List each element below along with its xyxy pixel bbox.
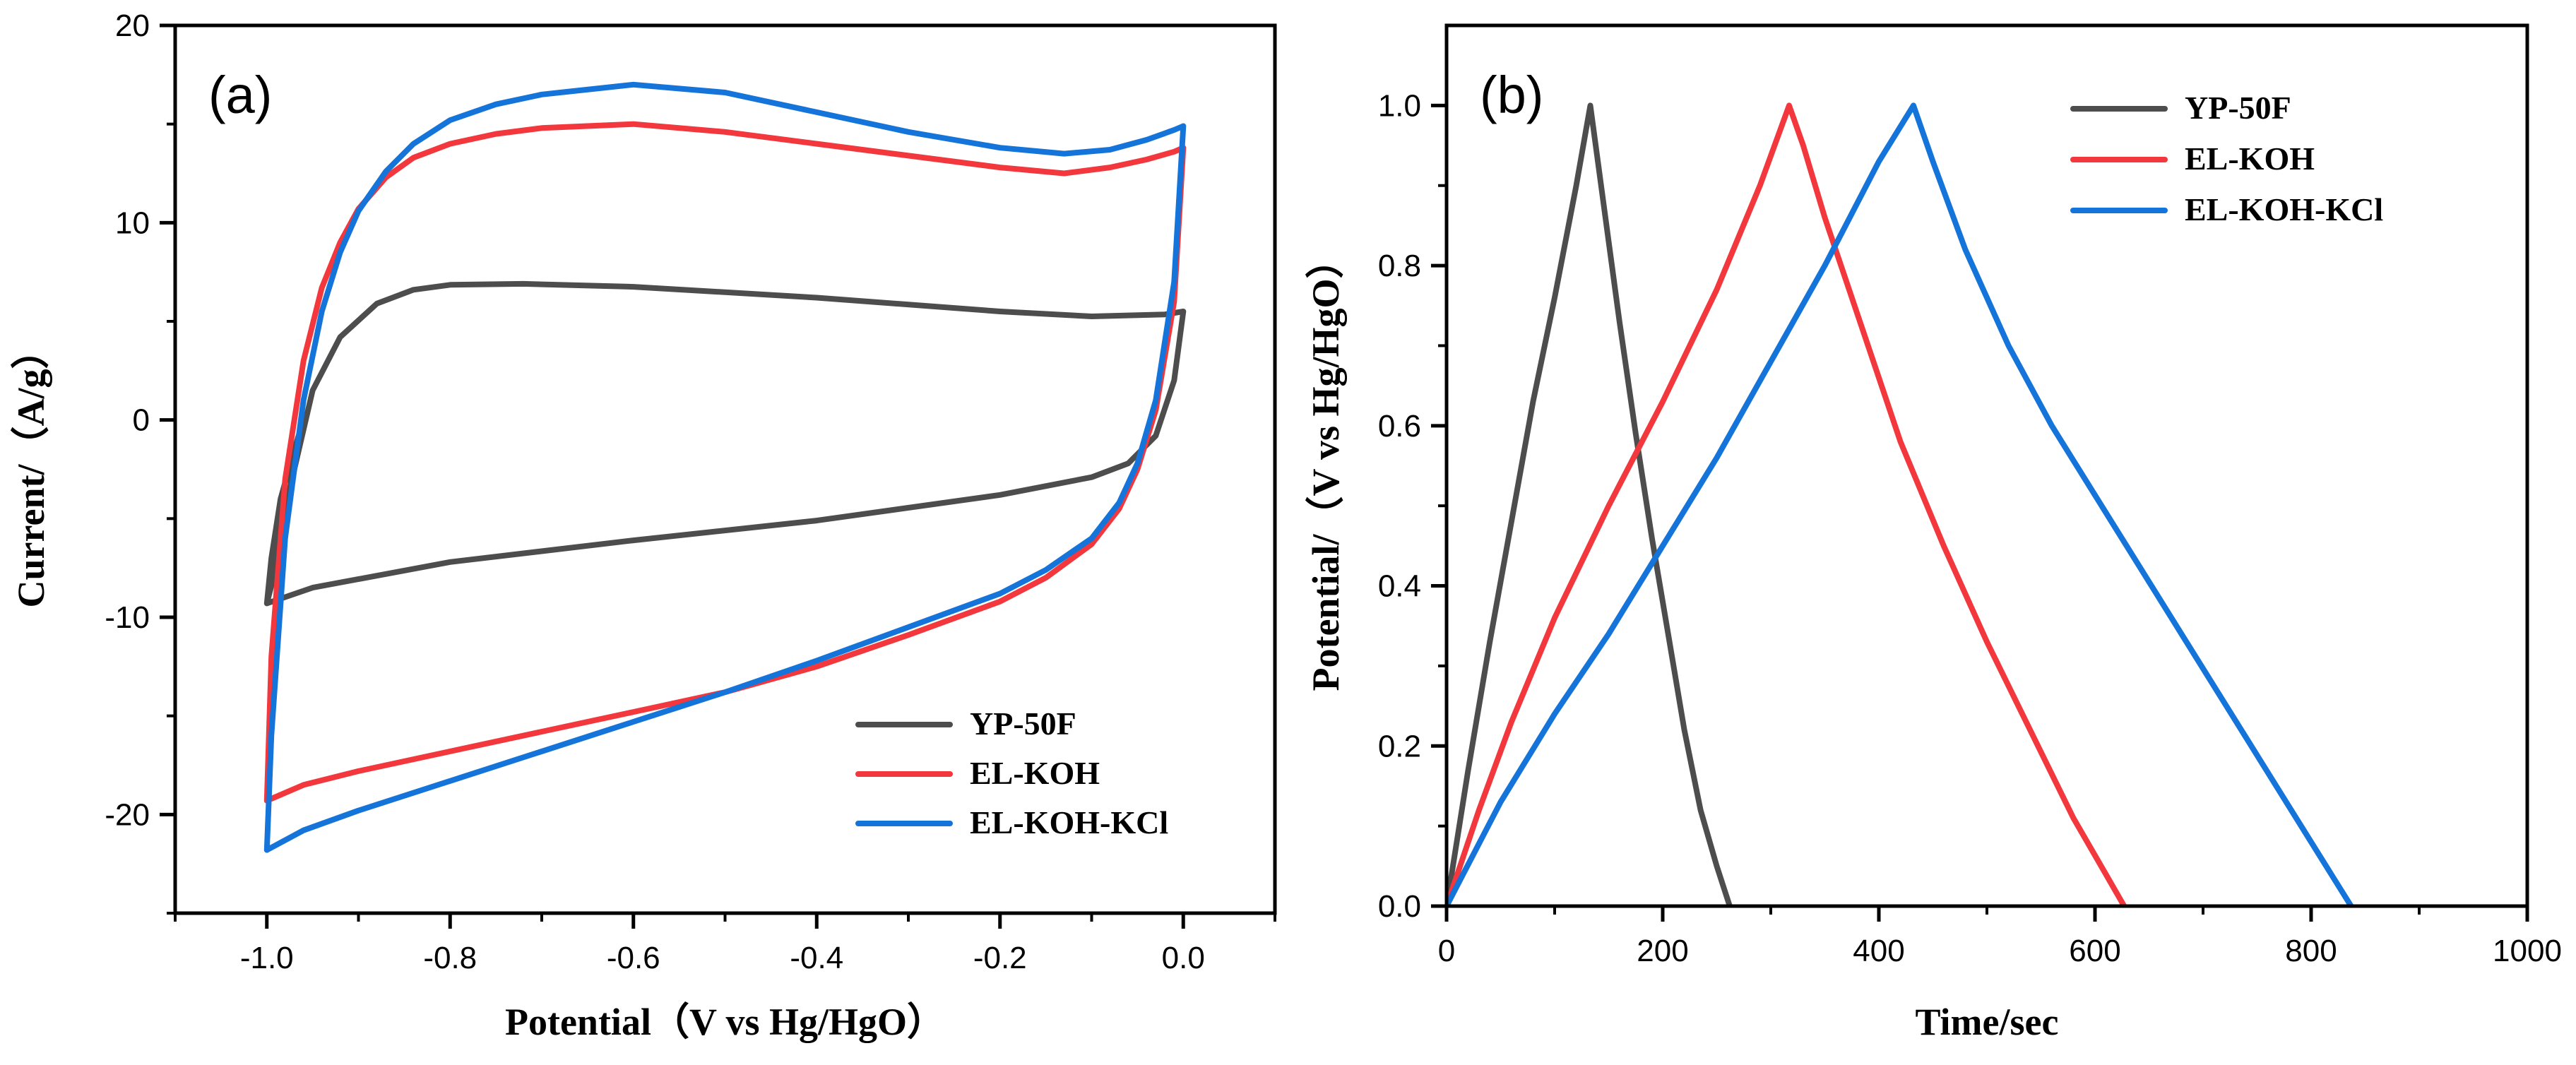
series-group-b <box>1447 102 2354 906</box>
y-tick-label-b-1: 0.2 <box>1378 729 1421 763</box>
legend-label-a-yp-50f: YP-50F <box>970 706 1076 742</box>
y-tick-label-b-2: 0.4 <box>1378 569 1421 604</box>
x-tick-label-b-4: 800 <box>2285 934 2337 968</box>
legend-a: YP-50F EL-KOH EL-KOH-KCl <box>855 706 1168 840</box>
x-axis-title-a: Potential（V vs Hg/HgO） <box>505 1001 945 1043</box>
x-tick-label-b-5: 1000 <box>2493 934 2562 968</box>
y-tick-label-a-4: 20 <box>115 8 150 43</box>
plot-frame-b <box>1444 23 2529 908</box>
x-tick-label-a-3: -0.4 <box>790 941 843 975</box>
panel-label-b: (b) <box>1480 66 1543 124</box>
x-tick-label-a-4: -0.2 <box>973 941 1027 975</box>
y-axis-title-b: Potential/（V vs Hg/HgO） <box>1305 240 1347 691</box>
legend-label-b-yp-50f: YP-50F <box>2185 90 2291 126</box>
y-tick-label-b-4: 0.8 <box>1378 249 1421 283</box>
series-line-a-el-koh-kcl <box>263 81 1187 853</box>
x-tick-label-b-3: 600 <box>2069 934 2120 968</box>
chart-panel-b: 0 200 400 600 800 1000 0.0 0.2 0.4 0.6 0.8 1.0 Time/… <box>1305 23 2562 1043</box>
series-line-a-el-koh <box>263 121 1187 804</box>
y-tick-label-a-3: 10 <box>115 206 150 240</box>
series-line-b-el-koh-kcl <box>1447 102 2354 906</box>
legend-label-a-el-koh-kcl: EL-KOH-KCl <box>970 804 1168 840</box>
y-tick-label-b-3: 0.6 <box>1378 409 1421 444</box>
y-tick-label-a-1: -10 <box>105 600 150 635</box>
x-tick-label-a-2: -0.6 <box>607 941 660 975</box>
series-group-a <box>263 81 1187 853</box>
y-tick-label-b-5: 1.0 <box>1378 88 1421 123</box>
legend-label-a-el-koh: EL-KOH <box>970 755 1100 791</box>
series-line-a-yp-50f <box>263 280 1187 607</box>
y-axis-title-a: Current/（A/g） <box>10 331 52 608</box>
x-tick-label-b-2: 400 <box>1853 934 1904 968</box>
legend-label-b-el-koh: EL-KOH <box>2185 141 2315 177</box>
chart-panel-a: -1.0 -0.8 -0.6 -0.4 -0.2 0.0 -20 -10 0 10 20 Potent… <box>10 8 1277 1043</box>
y-tick-label-a-2: 0 <box>133 403 150 438</box>
x-axis-title-b: Time/sec <box>1916 1001 2059 1043</box>
legend-b: YP-50F EL-KOH EL-KOH-KCl <box>2070 90 2383 227</box>
x-tick-label-a-5: 0.0 <box>1162 941 1205 975</box>
y-tick-label-b-0: 0.0 <box>1378 889 1421 924</box>
legend-label-b-el-koh-kcl: EL-KOH-KCl <box>2185 191 2383 227</box>
x-tick-label-b-0: 0 <box>1438 934 1455 968</box>
x-tick-label-a-1: -0.8 <box>423 941 477 975</box>
panel-label-a: (a) <box>208 66 272 124</box>
series-line-b-yp-50f <box>1447 102 1733 906</box>
x-tick-label-b-1: 200 <box>1637 934 1688 968</box>
y-tick-label-a-0: -20 <box>105 797 150 832</box>
series-line-b-el-koh <box>1447 102 2127 906</box>
x-tick-label-a-0: -1.0 <box>240 941 294 975</box>
